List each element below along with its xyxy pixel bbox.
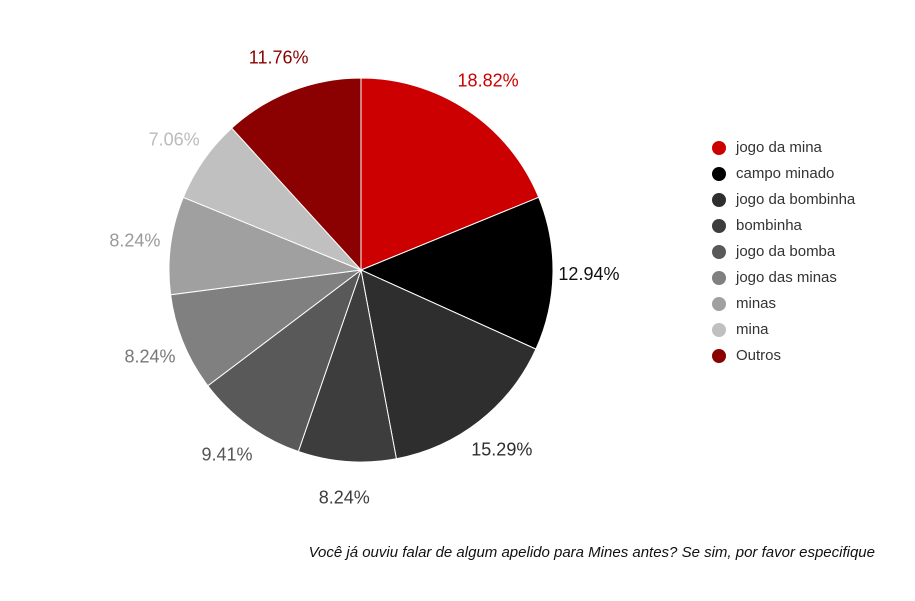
data-label-jogo-da-bombinha: 15.29% [471,439,532,459]
legend-item: minas [712,294,902,314]
pie-slice-jogo-das-minas [170,269,363,387]
pie-slice-minas [168,196,363,296]
legend-item: Outros [712,346,902,366]
chart-caption: Você já ouviu falar de algum apelido par… [308,544,875,561]
legend-label: minas [736,295,777,312]
legend-dot [712,245,726,259]
data-label-bombinha: 8.24% [319,487,370,507]
legend: jogo da mina campo minado jogo da bombin… [712,138,902,372]
pie-slice-jogo-da-bombinha [360,269,537,460]
legend-dot [712,349,726,363]
legend-label: jogo da bomba [736,243,836,260]
data-label-jogo-da-mina: 18.82% [458,71,519,91]
legend-dot [712,271,726,285]
data-label-jogo-das-minas: 8.24% [124,346,175,366]
legend-item: jogo da bomba [712,242,902,262]
data-label-campo-minado: 12.94% [558,264,619,284]
legend-item: jogo das minas [712,268,902,288]
legend-label: jogo da mina [736,139,822,156]
pie-slice-jogo-da-mina [360,77,540,271]
legend-dot [712,193,726,207]
pie-slice-outros [230,77,362,272]
data-label-minas: 8.24% [109,231,160,251]
legend-dot [712,323,726,337]
legend-dot [712,141,726,155]
legend-item: jogo da bombinha [712,190,902,210]
legend-label: mina [736,321,769,338]
legend-item: mina [712,320,902,340]
legend-item: campo minado [712,164,902,184]
legend-item: jogo da mina [712,138,902,158]
legend-label: Outros [736,347,782,364]
legend-label: jogo das minas [736,269,837,286]
legend-dot [712,219,726,233]
data-label-jogo-da-bomba: 9.41% [202,444,253,464]
data-label-mina: 7.06% [149,129,200,149]
legend-item: bombinha [712,216,902,236]
data-label-outros: 11.76% [249,47,309,67]
legend-dot [712,297,726,311]
legend-label: jogo da bombinha [736,191,856,208]
legend-dot [712,167,726,181]
pie-slice-bombinha [297,268,397,463]
legend-label: campo minado [736,165,835,182]
pie-slice-campo-minado [359,196,554,350]
pie-slice-jogo-da-bomba [207,268,363,453]
legend-label: bombinha [736,217,802,234]
